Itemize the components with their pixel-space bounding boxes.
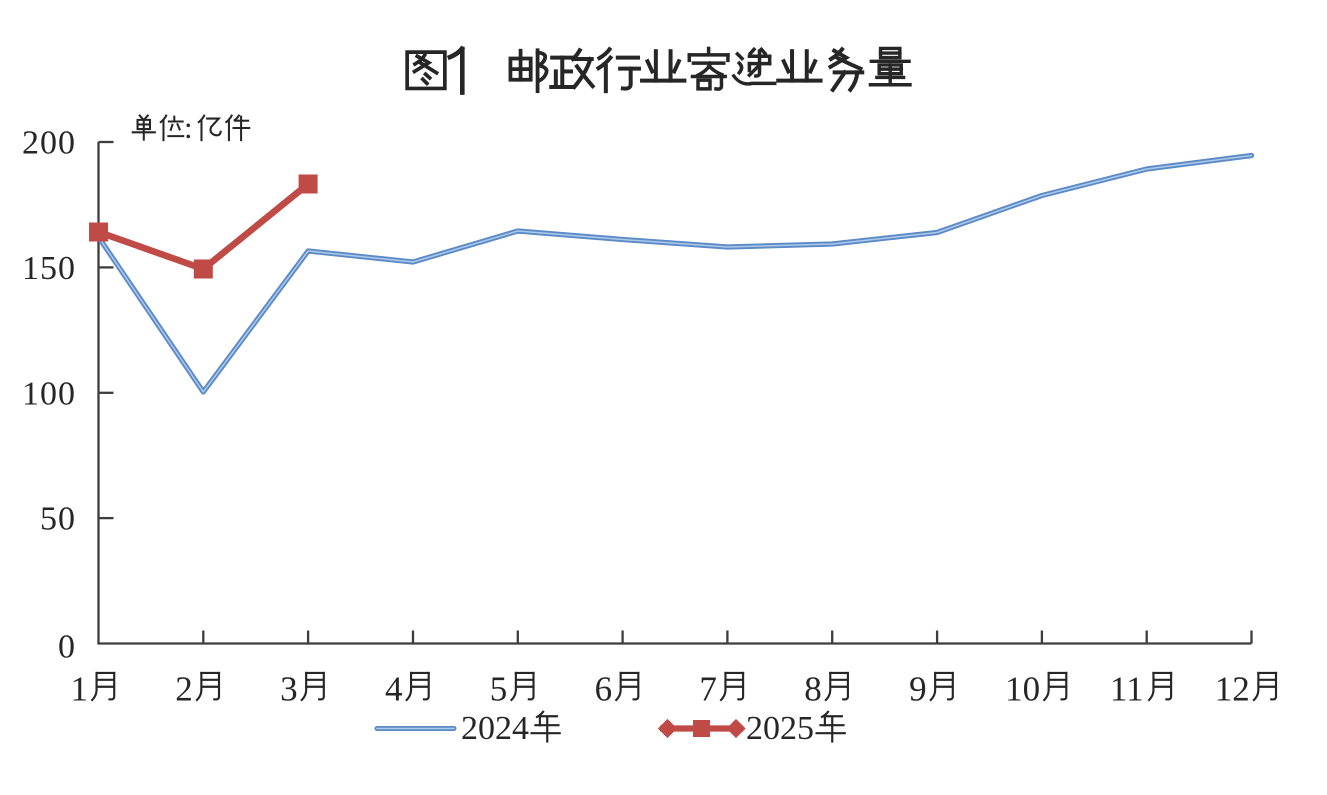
- svg-text:3: 3: [280, 670, 298, 709]
- svg-text:1: 1: [71, 670, 89, 709]
- svg-text:4: 4: [385, 670, 403, 709]
- svg-text:8: 8: [804, 670, 822, 709]
- svg-text:11: 11: [1110, 670, 1144, 709]
- svg-text:10: 10: [1005, 670, 1040, 709]
- svg-text:0: 0: [58, 629, 76, 666]
- svg-text:6: 6: [595, 670, 613, 709]
- svg-text:200: 200: [22, 125, 76, 162]
- svg-text:2: 2: [175, 670, 193, 709]
- svg-text:12: 12: [1215, 670, 1250, 709]
- svg-text:100: 100: [22, 376, 76, 413]
- svg-text:5: 5: [490, 670, 508, 709]
- svg-text:7: 7: [699, 670, 717, 709]
- svg-text:150: 150: [22, 250, 76, 287]
- svg-text:2025: 2025: [746, 710, 814, 747]
- svg-text:50: 50: [40, 501, 76, 538]
- svg-text::: :: [184, 110, 193, 145]
- svg-text:2024: 2024: [461, 710, 529, 747]
- svg-text:9: 9: [909, 670, 927, 709]
